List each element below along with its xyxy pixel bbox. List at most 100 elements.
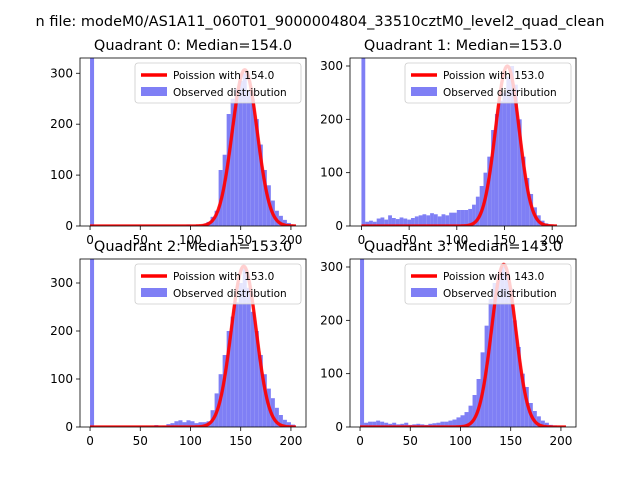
quadrant-1-chart: 0 50 100 150 200 0 100 200 300 Quadrant 1: Median… [320, 38, 577, 247]
quadrant-0-xtick-label: 200 [279, 233, 302, 247]
quadrant-2-ytick-label: 300 [50, 276, 73, 290]
quadrant-3-hist-bar [368, 421, 373, 427]
quadrant-0-xtick-label: 150 [229, 233, 252, 247]
quadrant-3-hist-bar [496, 275, 501, 427]
quadrant-3-legend-fit-label: Poission with 143.0 [443, 271, 544, 283]
quadrant-3-hist-bar [372, 421, 377, 427]
figure-suptitle: n file: modeM0/AS1A11_060T01_9000004804_… [36, 14, 605, 30]
quadrant-1-hist-bar [514, 84, 518, 226]
quadrant-3-hist-bar [364, 422, 369, 427]
quadrant-1-hist-bar [517, 119, 522, 226]
quadrant-2-chart: 0 50 100 150 200 0 100 200 300 Quadrant 2: Median… [50, 239, 307, 448]
quadrant-1-hist-bar [468, 208, 473, 226]
quadrant-2-legend: Poission with 153.0 Observed distribution [134, 263, 302, 305]
quadrant-1-legend-fit-label: Poission with 153.0 [443, 70, 544, 82]
quadrant-0-hist-bar [214, 210, 219, 226]
quadrant-1-legend-hist-swatch [411, 87, 437, 96]
quadrant-2-hist-bar [178, 420, 183, 427]
quadrant-3-xtick-label: 150 [499, 434, 522, 448]
quadrant-3-legend-hist-swatch [411, 288, 437, 297]
quadrant-3-hist-bar [404, 422, 409, 427]
quadrant-2-hist-bar [198, 422, 203, 427]
quadrant-1-hist-bar [426, 215, 431, 226]
quadrant-1-hist-bar [414, 216, 419, 226]
quadrant-2-ytick-label: 200 [50, 324, 73, 338]
quadrant-1-hist-bar [525, 178, 530, 226]
quadrant-2-axes-frame [79, 258, 307, 428]
quadrant-3-hist-bar [536, 416, 541, 427]
quadrant-2-hist-bar [238, 283, 243, 427]
quadrant-0-hist-bar [238, 80, 243, 226]
quadrant-2-hist-bar [254, 331, 259, 427]
quadrant-2-legend-box [134, 263, 302, 305]
quadrant-1-hist-bar [502, 92, 507, 226]
quadrant-0-ytick-label: 200 [50, 117, 73, 131]
quadrant-1-xtick-label: 50 [401, 233, 416, 247]
quadrant-1-hist-bar [437, 216, 442, 226]
quadrant-0-legend-hist-swatch [141, 87, 167, 96]
quadrant-1-hist-bar [430, 213, 434, 226]
quadrant-3-hist-bar [436, 422, 441, 427]
quadrant-3-hist-bar [448, 420, 453, 427]
quadrant-2-hist-bar [222, 355, 227, 427]
quadrant-3-hist-bar [456, 417, 461, 427]
quadrant-1-hist-bar [472, 204, 476, 226]
quadrant-2-hist-bar [262, 374, 267, 427]
quadrant-0-chart: 0 50 100 150 200 0 100 200 300 Quadrant 0: Median… [50, 38, 307, 247]
quadrant-2-hist-bar [278, 415, 283, 427]
quadrant-2-hist-bar [230, 316, 235, 427]
quadrant-2-hist-bar [234, 302, 239, 427]
quadrant-2-ytick-label: 0 [65, 420, 73, 434]
quadrant-3-hist-bar [500, 267, 505, 427]
quadrant-1-hist-bar [372, 221, 377, 226]
quadrant-3-hist-bar [492, 283, 497, 427]
quadrant-0-hist-bar [250, 98, 255, 226]
quadrant-3-xtick-label: 0 [356, 434, 364, 448]
quadrant-0-hist-bar [278, 215, 283, 226]
quadrant-0-ytick-label: 0 [65, 219, 73, 233]
quadrant-3-hist-bar [360, 259, 365, 427]
quadrant-0-hist-bar [282, 219, 287, 226]
quadrant-3-legend-box [404, 263, 572, 305]
quadrant-1-hist-bar [494, 114, 499, 226]
quadrant-1-hist-bar [380, 217, 385, 226]
quadrant-3-hist-bar [472, 395, 477, 427]
quadrant-2-hist-bar [90, 259, 95, 427]
quadrant-1-hist-bar [445, 215, 450, 226]
quadrant-1-hist-bar [403, 218, 408, 226]
quadrant-1-hist-bar [388, 215, 392, 226]
quadrant-3-hist-bar [376, 420, 381, 427]
quadrant-0-hist-bar [262, 170, 267, 226]
quadrant-2-xtick-label: 50 [133, 434, 148, 448]
quadrant-0-ytick-label: 100 [50, 168, 73, 182]
quadrant-1-hist-bar [369, 220, 373, 226]
quadrant-1-title: Quadrant 1: Median=153.0 [364, 38, 562, 54]
quadrant-1-xtick-label: 100 [445, 233, 468, 247]
quadrant-1-hist-bar [521, 156, 526, 226]
quadrant-2-legend-hist-swatch [141, 288, 167, 297]
quadrant-1-hist-bar [391, 218, 396, 226]
quadrant-1-hist-bar [510, 66, 515, 226]
quadrant-1-legend-box [404, 62, 572, 104]
quadrant-1-xtick-label: 0 [358, 233, 366, 247]
quadrant-2-hist-bar [250, 311, 255, 427]
quadrant-0-hist-bar [234, 88, 239, 226]
quadrant-1-hist-bar [491, 130, 495, 226]
quadrant-3-hist-bar [464, 412, 469, 427]
quadrant-3-hist-bar [384, 422, 389, 427]
quadrant-3-hist-bar [504, 272, 509, 427]
quadrant-2-xtick-label: 150 [229, 434, 252, 448]
quadrant-3-ytick-label: 0 [335, 420, 343, 434]
quadrant-1-xtick-label: 150 [493, 233, 516, 247]
quadrant-3-ytick-label: 300 [320, 260, 343, 274]
quadrant-3-hist-bar [516, 347, 521, 427]
quadrant-1-hist-bar [418, 215, 423, 226]
quadrant-2-hist-bar [186, 420, 191, 427]
quadrant-3-xtick-label: 50 [403, 434, 418, 448]
quadrant-1-legend: Poission with 153.0 Observed distribution [404, 62, 572, 104]
quadrant-3-hist-bar [392, 422, 397, 427]
quadrant-3-hist-bar [540, 420, 545, 427]
quadrant-2-hist-bar [182, 422, 187, 427]
quadrant-2-hist-bar [258, 355, 263, 427]
